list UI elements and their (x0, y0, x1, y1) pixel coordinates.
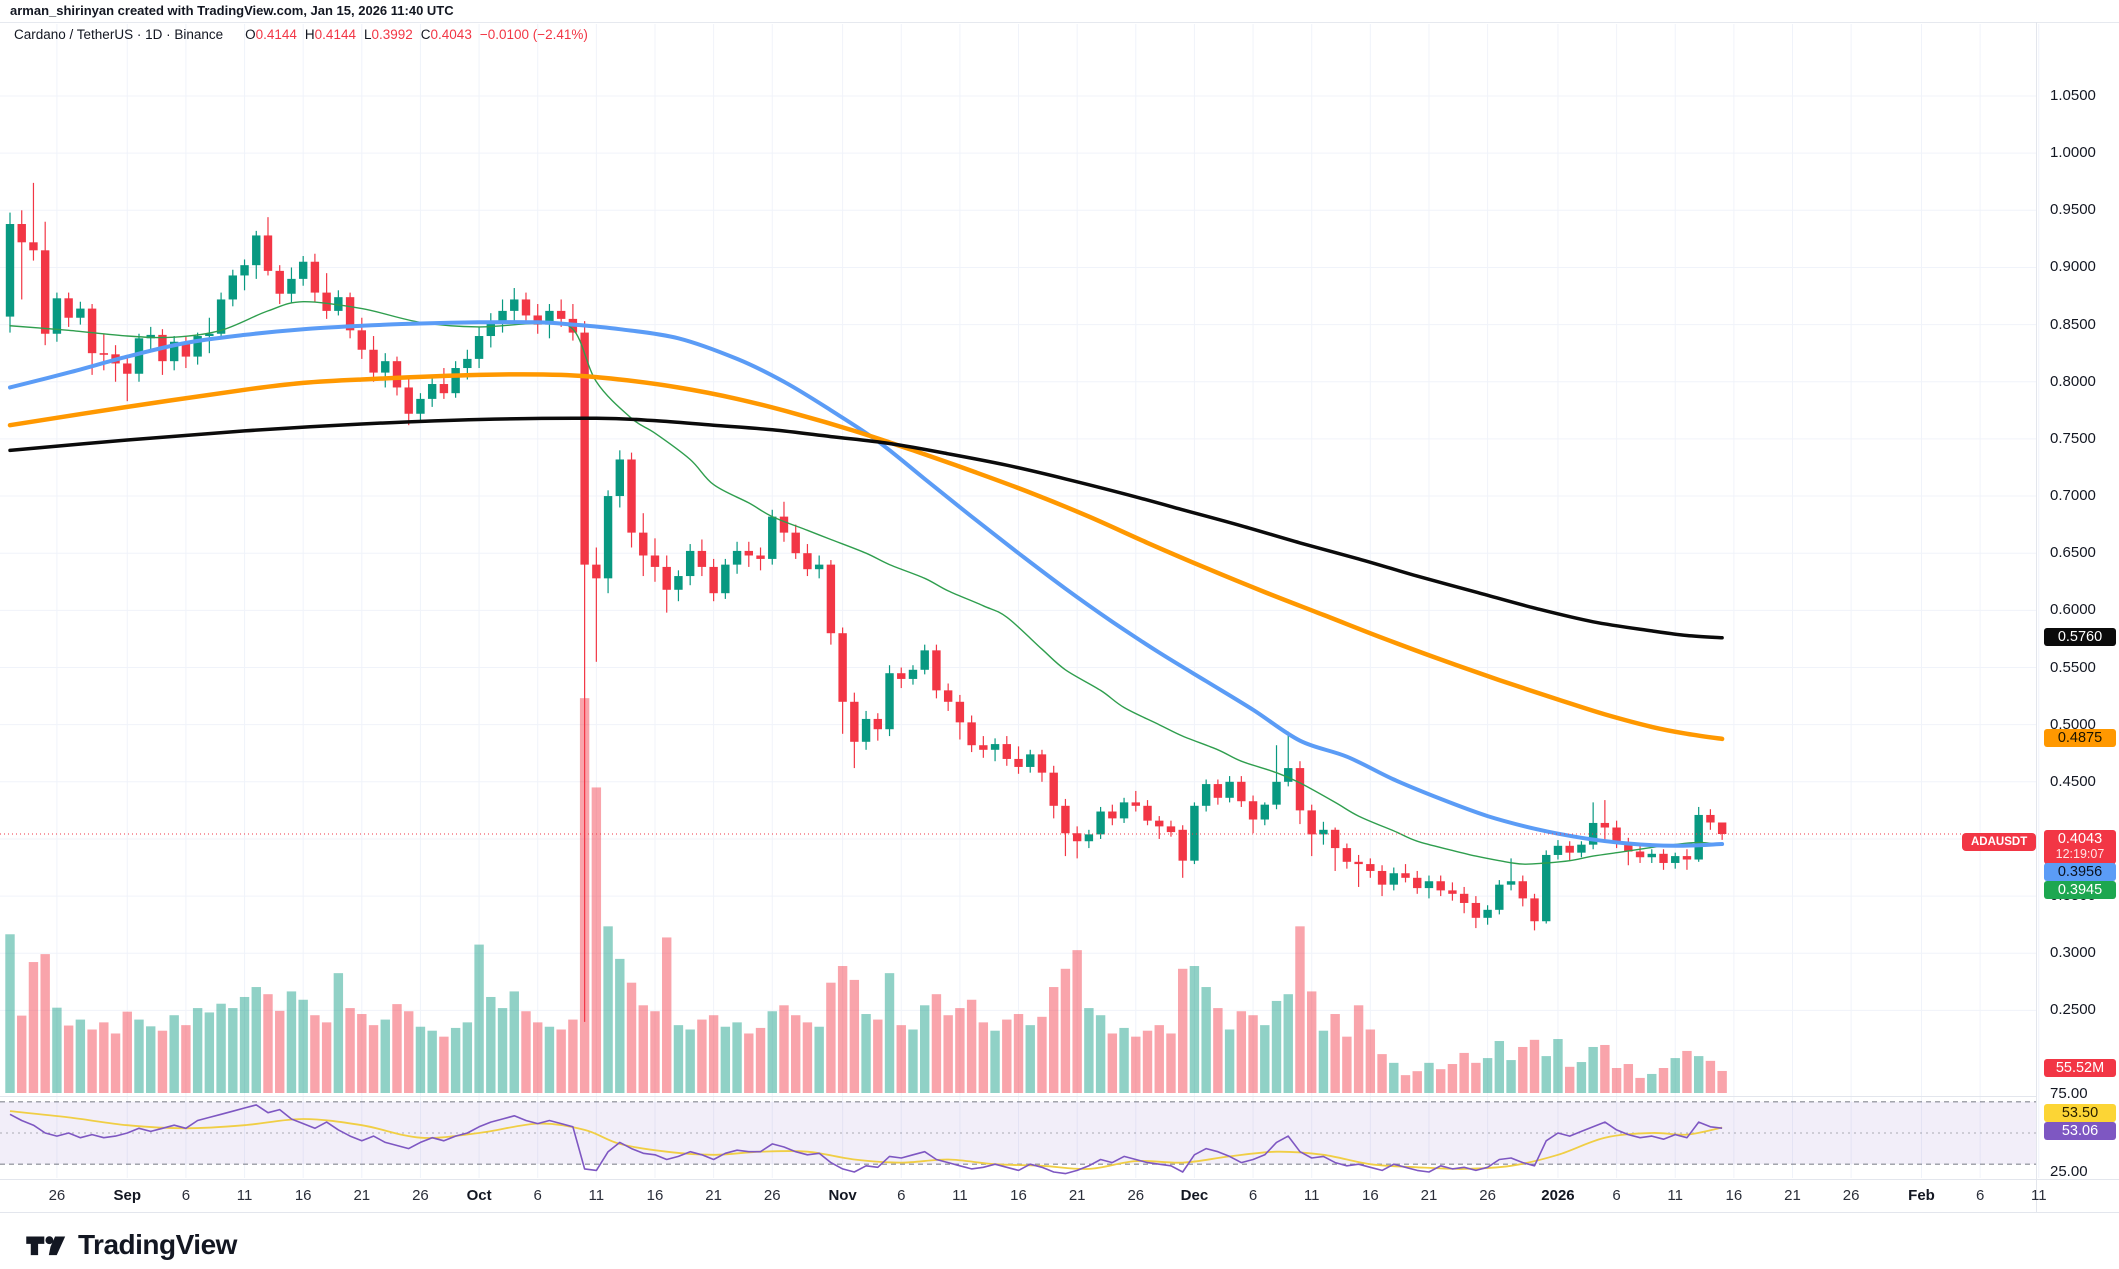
time-tick: Dec (1180, 1187, 1209, 1204)
time-tick: 16 (1725, 1187, 1743, 1204)
label-last-price: 0.4043 12:19:07 (2044, 830, 2116, 864)
time-tick: 6 (533, 1187, 542, 1204)
tradingview-logo-text: TradingView (78, 1229, 237, 1260)
time-tick: Sep (113, 1187, 142, 1204)
time-tick: 11 (2030, 1187, 2047, 1204)
time-tick: 26 (48, 1187, 66, 1204)
time-tick: 11 (236, 1187, 253, 1204)
label-ma-50: 0.3956 (2044, 863, 2116, 881)
price-tick: 0.6000 (2050, 601, 2096, 619)
time-axis[interactable]: 26 Sep 6 11 16 21 26 Oct 6 11 16 21 26 Nov 6 11 16 21 26 De… (0, 1180, 2119, 1212)
time-tick: 11 (588, 1187, 605, 1204)
time-tick: 21 (1784, 1187, 1801, 1204)
time-tick: 26 (763, 1187, 781, 1204)
ohlc-high-key: H (304, 27, 315, 42)
ohlc-low-value: 0.3992 (371, 27, 413, 42)
label-rsi: 53.06 (2044, 1122, 2116, 1140)
change-value: −0.0100 (−2.41%) (479, 27, 588, 42)
time-tick: 6 (897, 1187, 906, 1204)
ohlc-high-value: 0.4144 (314, 27, 356, 42)
time-tick: 2026 (1541, 1187, 1575, 1204)
price-tick: 1.0500 (2050, 87, 2096, 104)
time-tick: 16 (1361, 1187, 1379, 1204)
time-tick: 16 (294, 1187, 312, 1204)
ohlc-open-value: 0.4144 (255, 27, 297, 42)
price-tick: 0.8500 (2050, 315, 2096, 333)
time-tick: 6 (181, 1187, 191, 1204)
price-tick: 0.5000 (2050, 715, 2096, 733)
price-tick: 0.4500 (2050, 772, 2096, 790)
time-tick: 16 (646, 1187, 664, 1204)
label-volume: 55.52M (2044, 1059, 2116, 1077)
rsi-scale-tick: 25.00 (2050, 1163, 2088, 1180)
ohlc-close-key: C (420, 27, 431, 42)
time-tick: 11 (1667, 1187, 1684, 1204)
time-tick: 6 (1612, 1187, 1621, 1204)
bar-countdown: 12:19:07 (2055, 847, 2105, 861)
time-tick: 26 (1479, 1187, 1496, 1204)
time-tick: 26 (1127, 1187, 1145, 1204)
time-tick: 26 (1842, 1187, 1860, 1204)
price-tick: 0.2500 (2050, 1001, 2096, 1019)
time-tick: Feb (1908, 1187, 1935, 1204)
time-tick: 11 (1303, 1187, 1320, 1204)
last-price-value: 0.4043 (2057, 831, 2103, 847)
label-ma-100: 0.4875 (2044, 729, 2116, 747)
price-axis[interactable]: 0.5760 0.4875 0.4043 12:19:07 0.3956 0.3… (2036, 22, 2119, 1212)
label-ma-200: 0.5760 (2044, 628, 2116, 646)
ticker-badge: ADAUSDT (1962, 833, 2037, 851)
ohlc-low-key: L (363, 27, 372, 42)
time-tick: 26 (412, 1187, 429, 1204)
time-tick: 6 (1248, 1187, 1258, 1204)
attribution-text: arman_shirinyan created with TradingView… (10, 3, 454, 18)
price-tick: 0.5500 (2050, 658, 2096, 676)
tradingview-logo-icon (26, 1236, 66, 1256)
time-tick: 11 (952, 1187, 968, 1204)
price-tick: 0.6500 (2050, 544, 2096, 562)
price-tick: 0.8000 (2050, 372, 2096, 390)
time-tick: Nov (828, 1187, 857, 1204)
symbol-header: Cardano / TetherUS · 1D · Binance O0.4144… (14, 27, 588, 42)
time-tick: 21 (1420, 1187, 1438, 1204)
price-tick: 0.9500 (2050, 201, 2096, 219)
price-tick: 1.0000 (2050, 144, 2096, 162)
ohlc-open-key: O (245, 27, 256, 42)
time-tick: 21 (1068, 1187, 1086, 1204)
tradingview-logo[interactable]: TradingView (24, 1226, 237, 1264)
symbol-title[interactable]: Cardano / TetherUS · 1D · Binance (14, 27, 224, 42)
ohlc-close-value: 0.4043 (430, 27, 472, 42)
time-tick: 16 (1010, 1187, 1027, 1204)
time-tick: 21 (705, 1187, 722, 1204)
rsi-scale-tick: 75.00 (2050, 1085, 2088, 1102)
label-ma-21: 0.3945 (2044, 881, 2116, 899)
price-tick: 0.7500 (2050, 429, 2096, 447)
price-tick: 0.3000 (2050, 944, 2096, 962)
price-tick: 0.9000 (2050, 258, 2096, 276)
time-tick: 21 (353, 1187, 371, 1204)
label-rsi-ma: 53.50 (2044, 1104, 2116, 1122)
price-tick: 0.7000 (2050, 487, 2096, 505)
time-tick: 6 (1975, 1187, 1985, 1204)
time-tick: Oct (466, 1187, 492, 1204)
